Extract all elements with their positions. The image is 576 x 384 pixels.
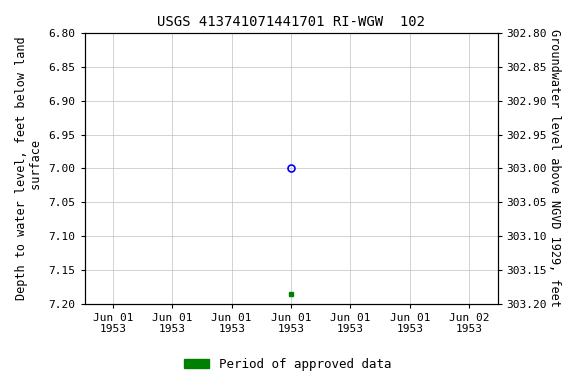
Title: USGS 413741071441701 RI-WGW  102: USGS 413741071441701 RI-WGW 102 bbox=[157, 15, 425, 29]
Legend: Period of approved data: Period of approved data bbox=[179, 353, 397, 376]
Y-axis label: Groundwater level above NGVD 1929, feet: Groundwater level above NGVD 1929, feet bbox=[548, 30, 561, 307]
Y-axis label: Depth to water level, feet below land
 surface: Depth to water level, feet below land su… bbox=[15, 36, 43, 300]
